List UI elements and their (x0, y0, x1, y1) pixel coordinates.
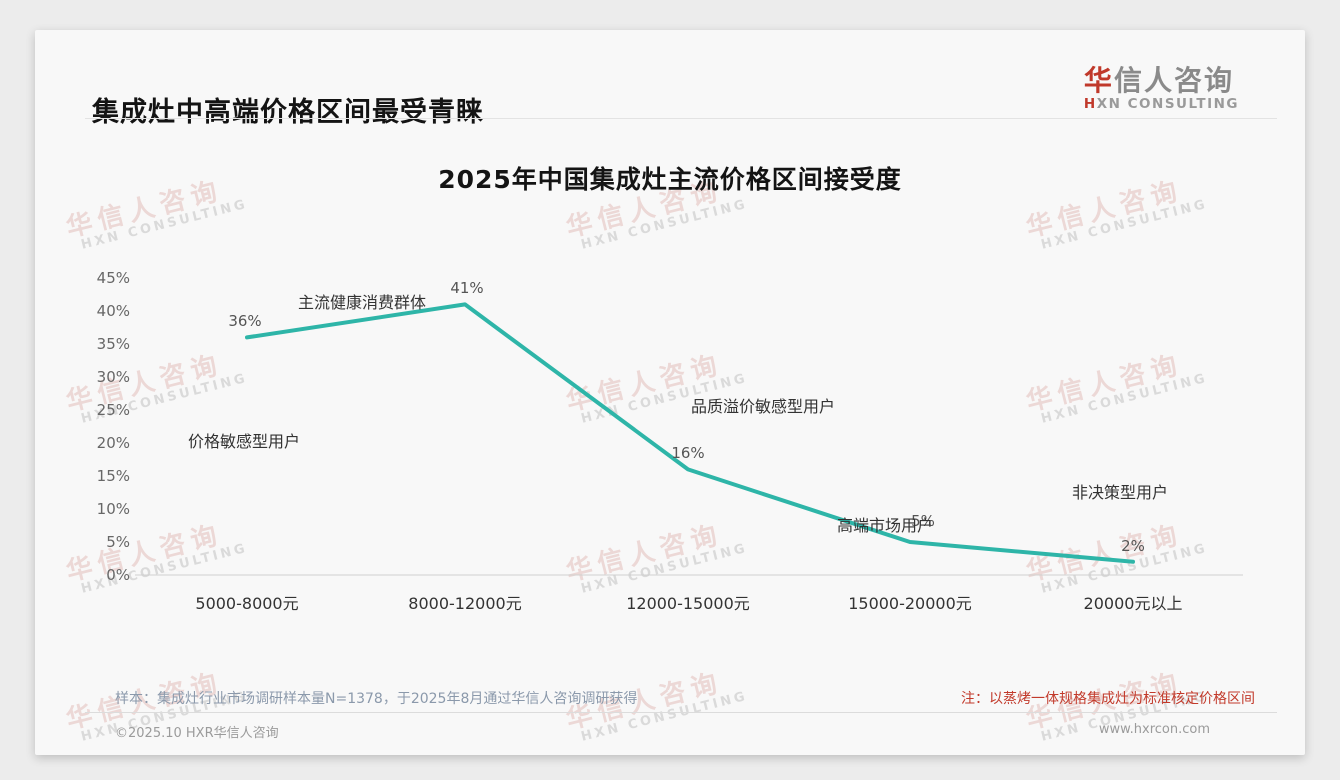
header-divider (85, 118, 1277, 119)
logo-chinese-name: 华信人咨询 (1083, 64, 1239, 97)
x-axis-label: 12000-15000元 (626, 594, 750, 613)
report-slide-card: 华信人咨询 HXN CONSULTING 华信人咨询 HXN CONSULTING 华信… (35, 30, 1305, 755)
y-axis-tick: 5% (106, 533, 130, 551)
logo-english-name: HXN CONSULTING (1083, 95, 1239, 112)
logo-en-accent: H (1083, 95, 1097, 112)
y-axis-tick: 15% (97, 467, 130, 485)
y-axis-tick: 0% (106, 566, 130, 584)
data-label: 5% (911, 512, 935, 530)
company-logo: 华信人咨询 HXN CONSULTING (1083, 64, 1239, 112)
website-url: www.hxrcon.com (1098, 722, 1210, 737)
y-axis-tick: 10% (97, 500, 130, 518)
footer-divider (85, 712, 1277, 713)
y-axis-tick: 40% (97, 302, 130, 320)
x-axis-label: 15000-20000元 (848, 594, 972, 613)
data-label: 16% (671, 444, 704, 462)
trend-line (245, 302, 1135, 564)
data-label: 2% (1121, 537, 1145, 555)
chart-title: 2025年中国集成灶主流价格区间接受度 (438, 165, 902, 194)
x-axis-label: 8000-12000元 (408, 594, 521, 613)
y-axis-tick: 35% (97, 335, 130, 353)
copyright-text: ©2025.10 HXR华信人咨询 (115, 726, 279, 741)
y-axis-tick: 25% (97, 401, 130, 419)
logo-cn-rest: 信人咨询 (1113, 64, 1234, 97)
data-label: 36% (228, 312, 261, 330)
segment-annotation: 品质溢价敏感型用户 (691, 397, 835, 416)
logo-en-rest: XN CONSULTING (1096, 95, 1239, 112)
segment-annotation: 主流健康消费群体 (298, 293, 426, 312)
y-axis-tick: 20% (97, 434, 130, 452)
segment-annotation: 高端市场用户 (837, 516, 933, 535)
page-title: 集成灶中高端价格区间最受青睐 (92, 97, 484, 129)
segment-annotation: 非决策型用户 (1072, 483, 1168, 502)
data-label: 41% (450, 279, 483, 297)
segment-annotation: 价格敏感型用户 (188, 432, 300, 451)
y-axis-tick: 30% (97, 368, 130, 386)
y-axis-tick: 45% (97, 269, 130, 287)
price-acceptance-chart: 0% 5% 10% 15% 20% 25% 30% 35% 40% 45% 36% 41% 16% 5% 2… (97, 269, 1243, 613)
pricing-standard-note: 注：以蒸烤一体规格集成灶为标准核定价格区间 (961, 691, 1255, 707)
logo-cn-accent: 华 (1083, 64, 1114, 97)
x-axis-label: 20000元以上 (1084, 594, 1183, 613)
x-axis-label: 5000-8000元 (195, 594, 298, 613)
sample-note: 样本：集成灶行业市场调研样本量N=1378，于2025年8月通过华信人咨询调研获… (115, 691, 638, 707)
